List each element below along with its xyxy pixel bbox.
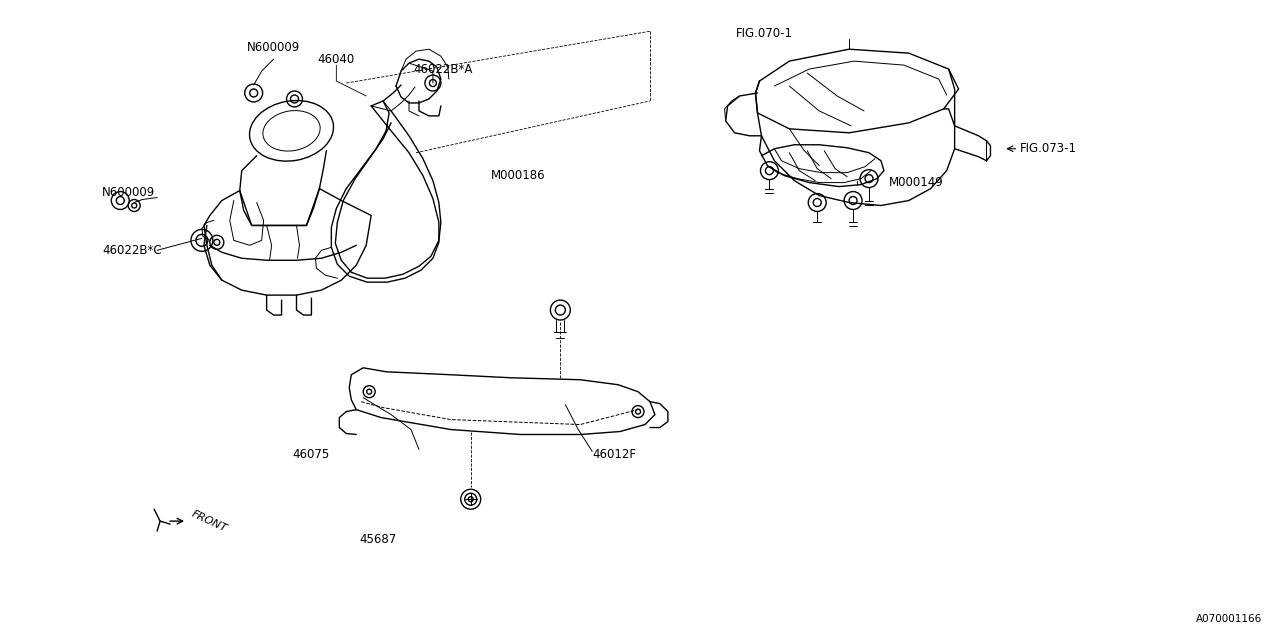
Text: 46022B*A: 46022B*A <box>413 63 472 76</box>
Text: FRONT: FRONT <box>189 509 229 534</box>
Text: M000149: M000149 <box>888 176 943 189</box>
Text: FIG.073-1: FIG.073-1 <box>1020 142 1078 156</box>
Text: 46022B*C: 46022B*C <box>102 244 163 257</box>
Text: FIG.070-1: FIG.070-1 <box>736 27 792 40</box>
Text: N600009: N600009 <box>102 186 156 199</box>
Text: 46012F: 46012F <box>593 448 636 461</box>
Text: 45687: 45687 <box>360 532 397 545</box>
Text: 46040: 46040 <box>317 52 355 66</box>
Text: M000186: M000186 <box>490 169 545 182</box>
Text: 46075: 46075 <box>292 448 329 461</box>
Text: N600009: N600009 <box>247 41 301 54</box>
Text: A070001166: A070001166 <box>1196 614 1262 623</box>
